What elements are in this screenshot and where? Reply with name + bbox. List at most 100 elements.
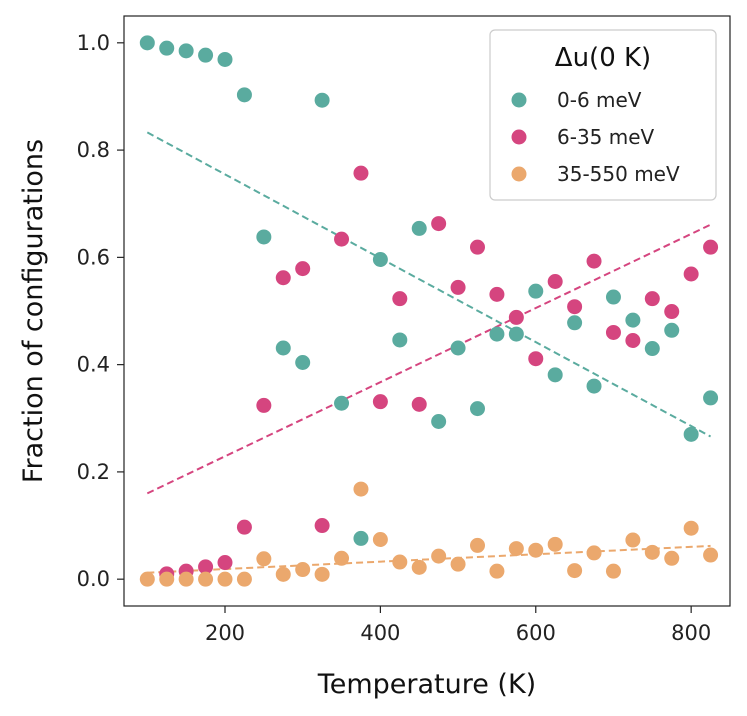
data-point-35-550-mev bbox=[644, 544, 660, 560]
data-point-0-6-mev bbox=[256, 229, 272, 245]
data-point-6-35-mev bbox=[528, 351, 544, 367]
data-point-0-6-mev bbox=[392, 332, 408, 348]
data-point-0-6-mev bbox=[644, 341, 660, 357]
data-point-35-550-mev bbox=[392, 554, 408, 570]
trend-line-35-550-mev bbox=[147, 544, 711, 574]
data-point-35-550-mev bbox=[334, 550, 350, 566]
data-point-35-550-mev bbox=[431, 548, 447, 564]
data-point-35-550-mev bbox=[372, 531, 388, 547]
trend-line-0-6-mev bbox=[146, 131, 712, 438]
data-point-0-6-mev bbox=[217, 51, 233, 67]
data-point-0-6-mev bbox=[703, 390, 719, 406]
data-point-6-35-mev bbox=[411, 396, 427, 412]
data-point-6-35-mev bbox=[353, 165, 369, 181]
data-point-0-6-mev bbox=[236, 87, 252, 103]
y-tick-label: 0.0 bbox=[77, 567, 110, 591]
data-point-6-35-mev bbox=[334, 231, 350, 247]
y-tick-label: 0.6 bbox=[77, 245, 110, 269]
data-point-0-6-mev bbox=[353, 530, 369, 546]
data-point-35-550-mev bbox=[683, 520, 699, 536]
data-point-35-550-mev bbox=[198, 571, 214, 587]
data-point-6-35-mev bbox=[625, 333, 641, 348]
data-point-0-6-mev bbox=[295, 354, 311, 370]
legend-label-6-35-mev: 6-35 meV bbox=[557, 125, 655, 149]
legend-label-0-6-mev: 0-6 meV bbox=[557, 88, 642, 112]
data-point-35-550-mev bbox=[217, 571, 233, 587]
data-point-0-6-mev bbox=[411, 220, 427, 236]
data-point-35-550-mev bbox=[178, 571, 194, 587]
data-point-0-6-mev bbox=[605, 289, 621, 305]
x-axis-label: Temperature (K) bbox=[317, 669, 536, 700]
data-point-0-6-mev bbox=[198, 47, 214, 63]
data-point-35-550-mev bbox=[159, 571, 175, 587]
x-tick-label: 200 bbox=[205, 621, 245, 645]
data-point-0-6-mev bbox=[508, 326, 524, 342]
x-tick-label: 800 bbox=[671, 621, 711, 645]
data-point-0-6-mev bbox=[470, 401, 485, 417]
data-point-35-550-mev bbox=[139, 571, 155, 587]
legend-marker-0-6-mev bbox=[511, 92, 527, 108]
data-point-6-35-mev bbox=[198, 559, 214, 575]
data-point-0-6-mev bbox=[528, 283, 544, 299]
data-point-6-35-mev bbox=[372, 394, 388, 410]
data-point-35-550-mev bbox=[664, 550, 680, 566]
data-point-0-6-mev bbox=[450, 340, 466, 356]
data-point-35-550-mev bbox=[411, 559, 427, 575]
data-point-35-550-mev bbox=[314, 566, 330, 582]
data-point-35-550-mev bbox=[703, 547, 719, 563]
data-point-6-35-mev bbox=[314, 518, 330, 534]
data-point-35-550-mev bbox=[567, 563, 583, 579]
data-point-6-35-mev bbox=[470, 239, 485, 255]
y-tick-label: 0.2 bbox=[77, 460, 110, 484]
data-point-6-35-mev bbox=[605, 324, 621, 340]
data-point-6-35-mev bbox=[567, 299, 583, 315]
data-point-0-6-mev bbox=[683, 426, 699, 442]
data-point-35-550-mev bbox=[236, 571, 252, 587]
data-point-35-550-mev bbox=[508, 541, 524, 557]
data-point-6-35-mev bbox=[508, 309, 524, 325]
data-point-6-35-mev bbox=[683, 266, 699, 282]
data-point-0-6-mev bbox=[625, 312, 641, 328]
data-point-6-35-mev bbox=[644, 291, 660, 307]
data-point-6-35-mev bbox=[489, 286, 505, 302]
trend-line-6-35-mev bbox=[146, 223, 712, 495]
data-point-0-6-mev bbox=[159, 40, 175, 56]
y-tick-label: 0.4 bbox=[77, 353, 110, 377]
data-point-35-550-mev bbox=[295, 562, 311, 578]
data-point-6-35-mev bbox=[450, 279, 466, 295]
data-point-6-35-mev bbox=[664, 304, 680, 320]
legend: Δu(0 K) 0-6 meV 6-35 meV 35-550 meV bbox=[489, 29, 717, 201]
legend-box bbox=[489, 29, 717, 201]
data-point-0-6-mev bbox=[586, 378, 602, 394]
data-point-35-550-mev bbox=[547, 536, 563, 552]
data-point-6-35-mev bbox=[703, 239, 719, 255]
data-point-0-6-mev bbox=[314, 92, 330, 108]
legend-marker-35-550-mev bbox=[511, 166, 527, 182]
legend-marker-6-35-mev bbox=[511, 129, 527, 145]
x-tick-label: 600 bbox=[516, 621, 556, 645]
data-point-6-35-mev bbox=[295, 261, 311, 277]
data-point-0-6-mev bbox=[275, 340, 291, 356]
data-point-35-550-mev bbox=[450, 556, 466, 572]
y-tick-label: 1.0 bbox=[77, 31, 110, 55]
data-point-35-550-mev bbox=[489, 563, 505, 579]
data-point-6-35-mev bbox=[392, 291, 408, 307]
y-tick-label: 0.8 bbox=[77, 138, 110, 162]
data-point-0-6-mev bbox=[372, 252, 388, 268]
legend-label-35-550-mev: 35-550 meV bbox=[557, 162, 680, 186]
data-point-0-6-mev bbox=[489, 326, 505, 342]
data-point-6-35-mev bbox=[431, 216, 447, 232]
data-point-35-550-mev bbox=[275, 566, 291, 582]
data-point-6-35-mev bbox=[256, 397, 272, 413]
data-point-0-6-mev bbox=[139, 35, 155, 51]
legend-title: Δu(0 K) bbox=[555, 43, 651, 73]
data-point-6-35-mev bbox=[547, 274, 563, 289]
data-point-35-550-mev bbox=[528, 542, 544, 558]
data-point-0-6-mev bbox=[547, 367, 563, 383]
plot-area bbox=[139, 35, 719, 587]
plot-frame bbox=[123, 15, 731, 607]
data-point-6-35-mev bbox=[586, 253, 602, 269]
data-point-35-550-mev bbox=[605, 563, 621, 579]
y-axis-label: Fraction of configurations bbox=[18, 139, 49, 483]
